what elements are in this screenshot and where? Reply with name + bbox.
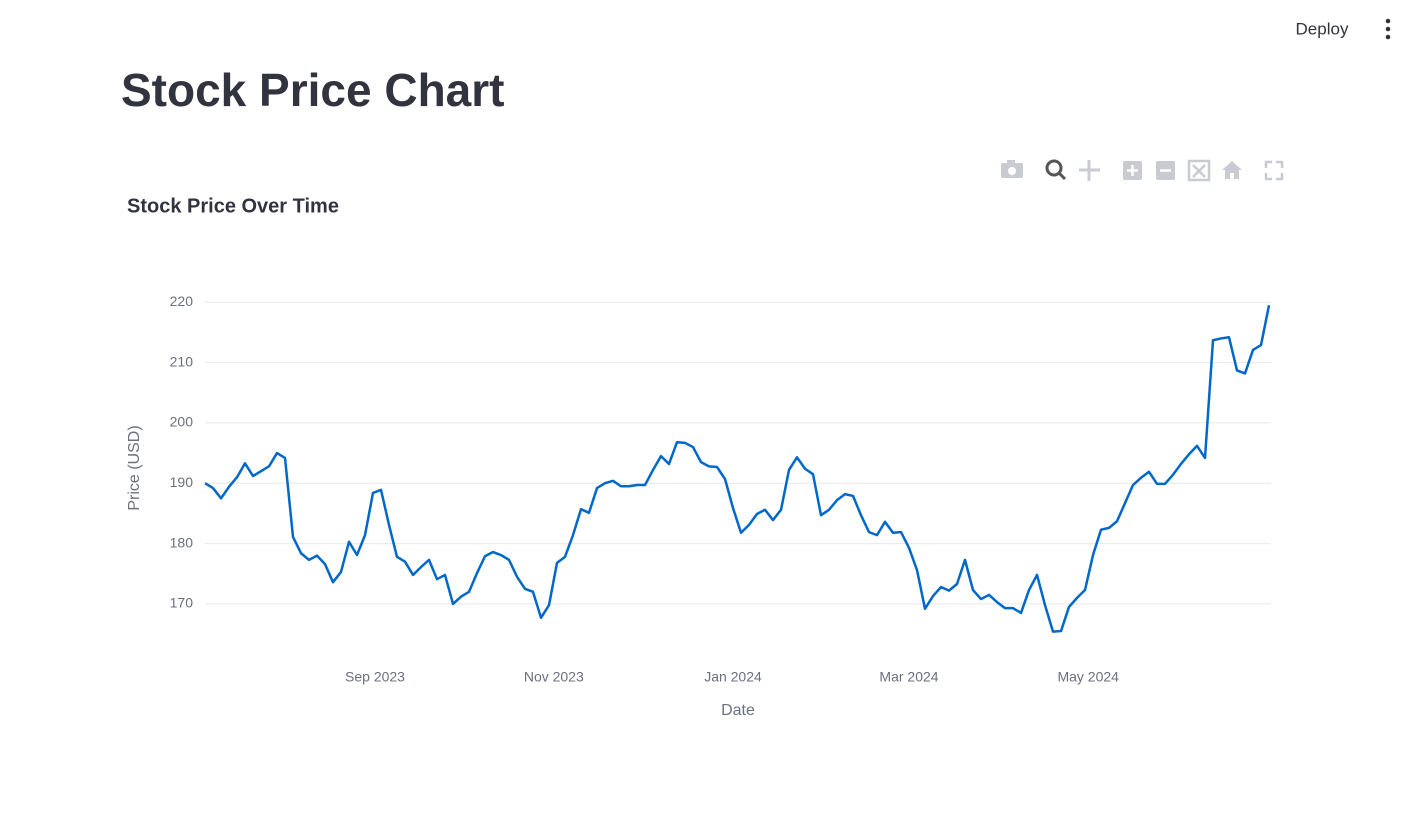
zoom-in-icon[interactable] — [1123, 161, 1142, 180]
fullscreen-icon[interactable] — [1264, 160, 1284, 181]
x-tick-label: Nov 2023 — [524, 669, 584, 685]
y-tick-label: 220 — [170, 293, 194, 309]
y-tick-label: 200 — [170, 414, 194, 430]
y-tick-label: 170 — [170, 595, 194, 611]
zoom-icon[interactable] — [1045, 159, 1067, 181]
zoom-out-icon[interactable] — [1156, 161, 1175, 180]
x-axis-title: Date — [721, 702, 755, 719]
y-axis-title: Price (USD) — [126, 425, 143, 510]
y-tick-label: 190 — [170, 474, 194, 490]
autoscale-icon[interactable] — [1187, 159, 1211, 182]
price-line — [204, 305, 1271, 633]
chart-title: Stock Price Over Time — [127, 195, 339, 217]
page-title: Stock Price Chart — [121, 64, 504, 116]
x-tick-label: Sep 2023 — [345, 669, 405, 685]
reset-icon[interactable] — [1222, 161, 1242, 179]
deploy-button[interactable]: Deploy — [1296, 19, 1349, 38]
camera-icon[interactable] — [1001, 160, 1023, 178]
x-tick-label: May 2024 — [1057, 669, 1119, 685]
x-tick-label: Jan 2024 — [704, 669, 762, 685]
x-tick-label: Mar 2024 — [879, 669, 938, 685]
modebar — [1001, 159, 1284, 182]
pan-icon[interactable] — [1079, 160, 1100, 181]
y-tick-label: 210 — [170, 353, 194, 369]
y-tick-label: 180 — [170, 534, 194, 550]
main-menu[interactable] — [1385, 18, 1391, 40]
